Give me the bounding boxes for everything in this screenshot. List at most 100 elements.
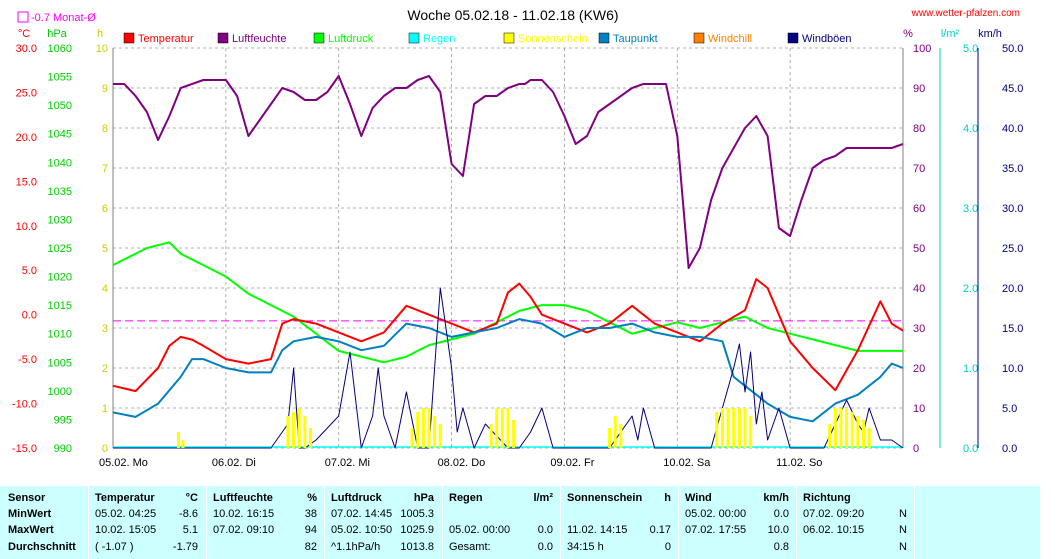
axis-tick-label: 30 [913, 323, 925, 335]
table-cell: 10.02. 15:05 [95, 524, 157, 536]
series-line-luftfeuchte [113, 75, 904, 269]
table-cell: °C [185, 492, 198, 504]
sunshine-bar [749, 416, 753, 448]
sunshine-bar [737, 408, 741, 448]
sunshine-bar [297, 408, 301, 448]
axis-tick-label: 10 [96, 43, 108, 55]
axis-unit: % [903, 28, 913, 40]
x-tick-label: 07.02. Mi [325, 457, 370, 469]
table-cell: l/m² [533, 492, 553, 504]
sunshine-bar [862, 420, 865, 448]
table-cell: N [899, 541, 907, 553]
table-cell: 05.02. 00:00 [449, 524, 511, 536]
axis-tick-label: 90 [913, 83, 925, 95]
table-cell: 05.02. 04:25 [95, 508, 157, 520]
monthly-avg-label: -0.7 Monat-Ø [31, 12, 96, 24]
x-tick-label: 08.02. Do [438, 457, 486, 469]
sunshine-bar [433, 416, 437, 448]
table-cell: 38 [304, 508, 317, 520]
axis-tick-label: 40.0 [1002, 123, 1023, 135]
axis-tick-label: 0 [102, 443, 108, 455]
legend-label: Regen [423, 33, 455, 45]
axis-tick-label: 0.0 [963, 443, 978, 455]
axis-tick-label: 10.0 [16, 221, 37, 233]
table-cell: Sensor [8, 492, 46, 504]
axis-tick-label: 1055 [48, 72, 72, 84]
x-tick-label: 05.02. Mo [99, 457, 148, 469]
axis-labels: °C30.025.020.015.010.05.00.0-5.0-10.0-15… [12, 28, 1024, 455]
table-cell: Gesamt: [449, 541, 491, 553]
sunshine-bar [720, 408, 724, 448]
axis-tick-label: 25.0 [1002, 243, 1023, 255]
axis-tick-label: 80 [913, 123, 925, 135]
axis-tick-label: 10.0 [1002, 363, 1023, 375]
sunshine-bar [715, 412, 719, 448]
axis-tick-label: 4 [102, 283, 108, 295]
legend-label: Taupunkt [613, 33, 658, 45]
sunshine-bar [613, 416, 617, 448]
axis-tick-label: 0.0 [22, 310, 37, 322]
axis-tick-label: 5.0 [1002, 403, 1017, 415]
sunshine-bar [427, 408, 431, 448]
table-cell: 0.0 [537, 524, 553, 536]
table-cell: 34:15 h [567, 541, 604, 553]
table-cell: km/h [763, 492, 789, 504]
legend-swatch [123, 32, 135, 44]
series-line-windböen [113, 287, 904, 449]
axis-unit: hPa [47, 28, 67, 40]
axis-tick-label: 1020 [48, 272, 72, 284]
monthly-avg-icon [17, 11, 29, 23]
sunshine-bar [438, 424, 442, 448]
sunshine-bar [512, 420, 516, 448]
x-tick-label: 11.02. So [776, 457, 822, 469]
table-divider [796, 486, 797, 559]
gridlines [113, 47, 903, 449]
axis-tick-label: 30.0 [16, 43, 37, 55]
legend-label: Windböen [802, 33, 852, 45]
sunshine-bar [286, 416, 290, 448]
table-cell: 0.0 [773, 508, 789, 520]
table-cell: -8.6 [179, 508, 198, 520]
sunshine-bar [303, 416, 307, 448]
table-cell: 05.02. 10:50 [331, 524, 393, 536]
table-divider [560, 486, 561, 559]
table-cell: N [899, 508, 907, 520]
sunshine-bar [176, 432, 180, 448]
table-cell: Richtung [803, 492, 851, 504]
axis-tick-label: 1.0 [963, 363, 978, 375]
axis-tick-label: 50.0 [1002, 43, 1023, 55]
legend: Temperatur Luftfeuchte Luftdruck Regen Sonne… [123, 32, 852, 45]
axis-tick-label: 20 [913, 363, 925, 375]
legend-label: Windchill [708, 33, 752, 45]
sunshine-bar [833, 408, 837, 448]
sunshine-bar [839, 408, 843, 448]
table-cell: Durchschnitt [8, 541, 76, 553]
sunshine-bar [619, 424, 623, 448]
site-link[interactable]: www.wetter-pfalzen.com [911, 8, 1020, 19]
axis-tick-label: 8 [102, 123, 108, 135]
table-cell: N [899, 524, 907, 536]
axis-tick-label: 5.0 [22, 265, 37, 277]
table-cell: 07.02. 17:55 [685, 524, 747, 536]
series-group [112, 75, 904, 449]
axis-tick-label: 1045 [48, 129, 72, 141]
table-cell: -1.79 [172, 541, 198, 553]
table-cell: % [307, 492, 317, 504]
sunshine-bar [850, 412, 854, 448]
sunshine-bar [732, 408, 736, 448]
axis-tick-label: 50 [913, 243, 925, 255]
table-cell: 07.02. 09:20 [803, 508, 865, 520]
axis-tick-label: -15.0 [12, 443, 37, 455]
table-cell: 0.0 [537, 541, 553, 553]
sunshine-bar [500, 408, 504, 448]
sunshine-bar [608, 428, 612, 448]
axis-tick-label: 45.0 [1002, 83, 1023, 95]
axis-tick-label: 3.0 [963, 203, 978, 215]
table-divider [442, 486, 443, 559]
table-cell: 0.8 [773, 541, 789, 553]
table-divider [324, 486, 325, 559]
sunshine-bar [845, 408, 849, 448]
series-line-taupunkt [112, 318, 904, 423]
table-cell: 10.02. 16:15 [213, 508, 275, 520]
legend-label: Temperatur [138, 33, 194, 45]
